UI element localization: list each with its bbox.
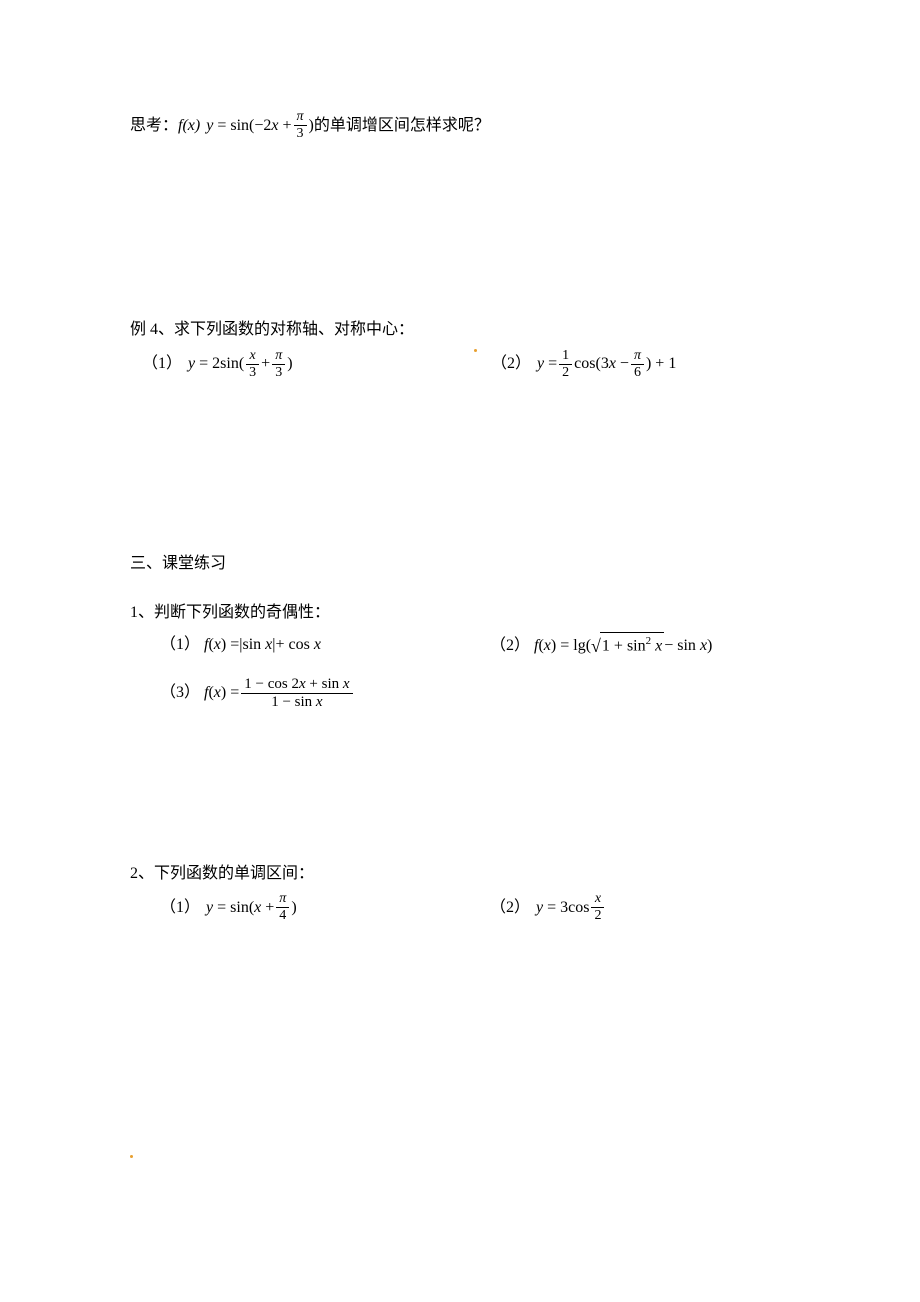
q1-p3-head: f(x) = [204,680,239,706]
q2-p2-label: （2） [490,895,530,921]
q1-p2-label: （2） [490,633,530,659]
q2-p1-prefix: y = sin(x + [206,895,274,921]
ex4-p1-plus: + [261,351,270,377]
q2-p1-frac: π 4 [276,892,289,923]
q1-p3-frac: 1 − cos 2x + sin x 1 − sin x [241,677,352,710]
ex4-title: 例 4、求下列函数的对称轴、对称中心： [130,317,790,343]
ex4-p2-frac2: π 6 [631,349,644,380]
q2-p2-prefix: y = 3cos [536,895,589,921]
q1-p3: （3） f(x) = 1 − cos 2x + sin x 1 − sin x [130,677,790,710]
q1-p1-tail: + cos x [275,632,320,658]
gap [130,386,790,551]
q2-p1-suffix: ) [291,895,296,921]
q2-p1: （1） y = sin(x + π 4 ) [130,892,490,923]
ex4-p1-label: （1） [142,351,182,377]
q1-p2-sqrt: √1 + sin2 x [591,632,664,661]
q1-p1-abs-inner: sin x [242,632,272,658]
accent-dot-icon [130,1155,133,1158]
q1-p2: （2） f(x) = lg( √1 + sin2 x − sin x) [490,632,712,661]
q1-p2-tail: − sin x) [664,633,712,659]
gap [130,582,790,600]
document-page: 思考： f(x) y = sin(−2x + π 3 ) 的单调增区间怎样求呢？… [0,0,920,1302]
q1-row1: （1） f(x) = | sin x | + cos x （2） f(x) = … [130,632,790,667]
ex4-row: （1） y = 2sin( x 3 + π 3 ) （2） y = 1 2 co [130,349,790,386]
ex4-p2-frac1: 1 2 [559,349,572,380]
think-frac: π 3 [294,110,307,141]
ex4-p2: （2） y = 1 2 cos(3x − π 6 ) + 1 [491,349,676,380]
ex4-p1-frac1: x 3 [246,349,259,380]
q2-p1-label: （1） [160,895,200,921]
gap [130,147,790,317]
sec3-title: 三、课堂练习 [130,551,790,577]
ex4-p1: （1） y = 2sin( x 3 + π 3 ) [130,349,460,380]
ex4-p1-frac2: π 3 [272,349,285,380]
ex4-p2-mid: cos(3x − [574,351,629,377]
q1-p2-head: f(x) = lg( [534,633,591,659]
q1-title: 1、判断下列函数的奇偶性： [130,600,790,626]
think-label: 思考： [130,113,178,139]
q2-row: （1） y = sin(x + π 4 ) （2） y = 3cos x 2 [130,892,790,929]
think-eq-prefix: y = sin(−2x + [206,113,291,139]
q2-p2: （2） y = 3cos x 2 [490,892,606,923]
q2-p2-frac: x 2 [591,892,604,923]
accent-dot-icon [474,349,477,352]
q1-p3-label: （3） [160,680,200,706]
ex4-p2-label: （2） [491,351,531,377]
think-line: 思考： f(x) y = sin(−2x + π 3 ) 的单调增区间怎样求呢？ [130,110,790,141]
think-tail: 的单调增区间怎样求呢？ [314,113,490,139]
gap [130,716,790,861]
q1-p1-head: f(x) = [204,632,239,658]
ex4-p2-prefix: y = [537,351,557,377]
q1-p1: （1） f(x) = | sin x | + cos x [130,632,490,658]
think-fx: f(x) [178,113,200,139]
q2-title: 2、下列函数的单调区间： [130,861,790,887]
ex4-p1-prefix: y = 2sin( [188,351,244,377]
ex4-p1-suffix: ) [287,351,292,377]
ex4-p2-suffix: ) + 1 [646,351,676,377]
q1-p1-label: （1） [160,632,200,658]
